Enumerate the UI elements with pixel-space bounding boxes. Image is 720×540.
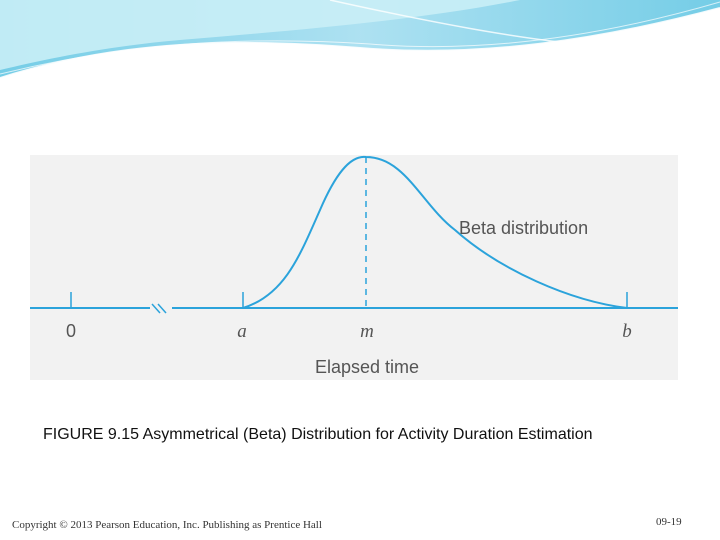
slide-number: 09-19 bbox=[656, 516, 682, 528]
beta-curve bbox=[242, 155, 628, 309]
x-axis-title: Elapsed time bbox=[315, 357, 419, 377]
axis-label-a: a bbox=[237, 321, 247, 342]
header-banner bbox=[0, 0, 720, 79]
axis-label-b: b bbox=[622, 321, 632, 342]
copyright-footer: Copyright © 2013 Pearson Education, Inc.… bbox=[12, 519, 322, 531]
axis-break-icon bbox=[150, 303, 172, 314]
axis-label-zero: 0 bbox=[66, 321, 76, 341]
axis-label-m: m bbox=[360, 321, 374, 342]
figure-panel: 0 a m b Beta distribution Elapsed time bbox=[30, 155, 678, 380]
beta-distribution-figure: 0 a m b Beta distribution Elapsed time bbox=[30, 155, 678, 377]
curve-label: Beta distribution bbox=[459, 218, 588, 238]
figure-caption: FIGURE 9.15 Asymmetrical (Beta) Distribu… bbox=[43, 426, 593, 443]
